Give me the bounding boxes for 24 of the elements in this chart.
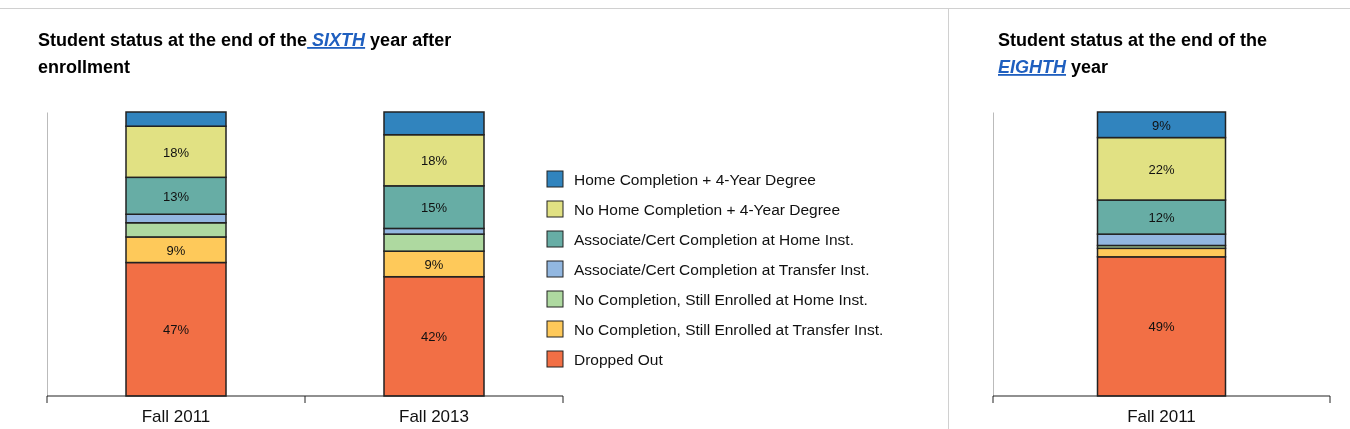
data-label: 42% [420,329,448,345]
legend-label: No Home Completion + 4-Year Degree [574,201,841,218]
data-label: 9% [166,242,186,258]
data-label: 12% [1148,210,1175,226]
chart-title: Student status at the end of the EIGHTH year [998,30,1268,77]
data-label: 22% [1148,161,1175,177]
legend-label: Home Completion + 4-Year Degree [574,171,816,188]
data-label: 9% [424,256,444,272]
legend-label: Associate/Cert Completion at Transfer Inst. [574,261,870,278]
x-tick-label: Fall 2011 [1127,407,1196,426]
data-label: 15% [420,200,448,216]
legend-label: No Completion, Still Enrolled at Home Inst. [574,291,868,308]
data-label: 9% [1152,117,1172,133]
data-label: 47% [162,322,190,338]
x-tick-label: Fall 2011 [141,407,211,426]
x-tick-label: Fall 2013 [399,407,469,426]
data-label: 18% [420,153,448,169]
data-label: 49% [1148,319,1175,335]
data-label: 13% [162,188,190,204]
legend-label: Dropped Out [574,351,664,368]
chart-title: Student status at the end of the SIXTH year after enrollment [38,30,452,77]
legend-label: Associate/Cert Completion at Home Inst. [574,231,854,248]
data-label: 18% [162,144,190,160]
legend-label: No Completion, Still Enrolled at Transfer Inst. [574,321,884,338]
